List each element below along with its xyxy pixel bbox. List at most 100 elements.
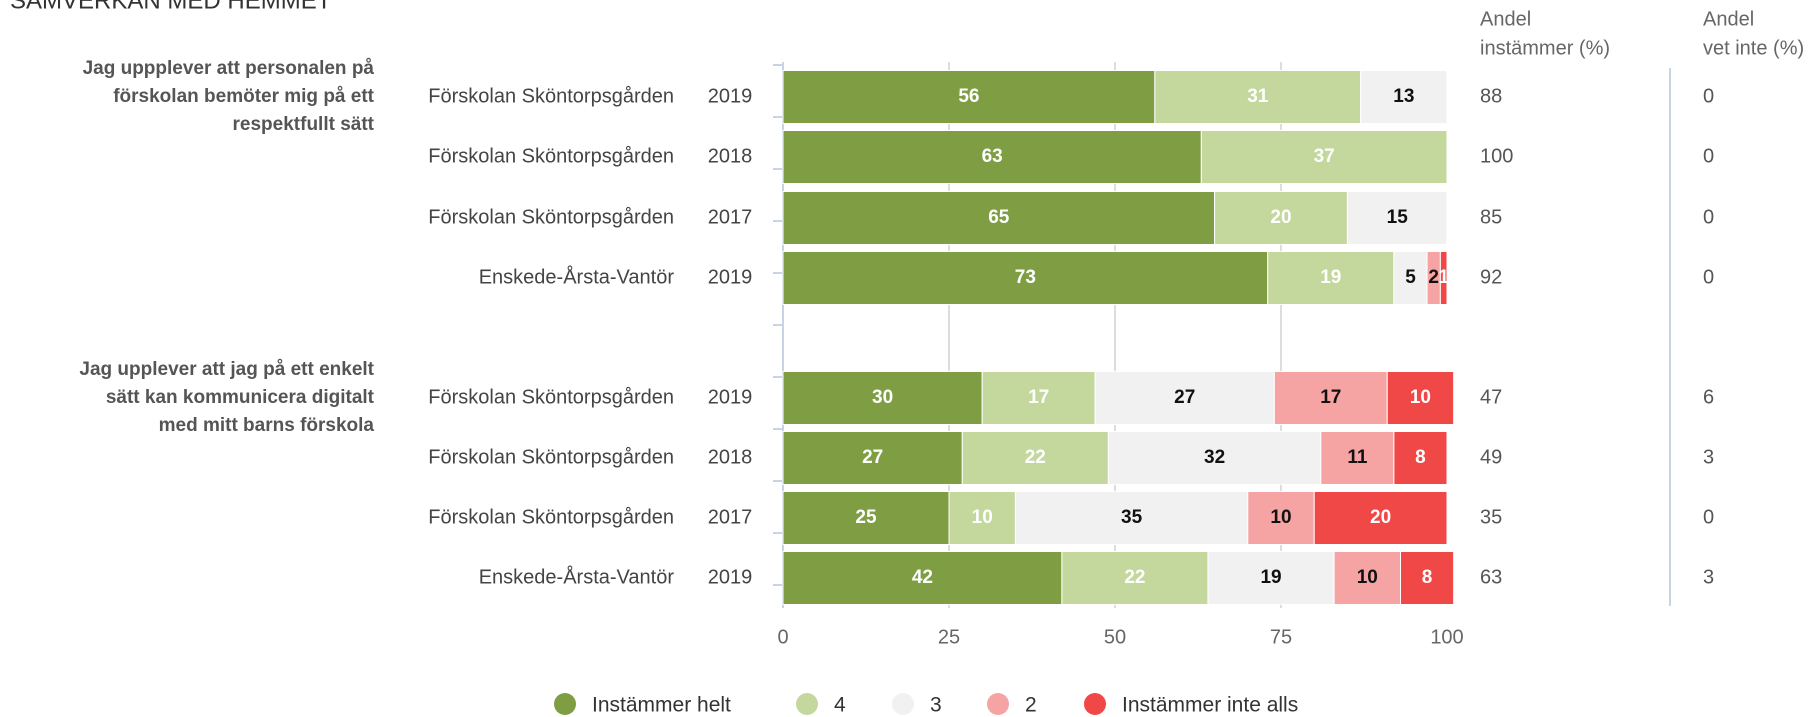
unit-label: Enskede-Årsta-Vantör [479, 265, 675, 288]
year-label: 2019 [708, 266, 753, 288]
legend-label: 2 [1025, 694, 1037, 717]
legend-marker [987, 693, 1009, 715]
column-header: Andel [1480, 8, 1531, 30]
bar-segment [981, 371, 1096, 425]
x-tick-label: 25 [938, 626, 960, 648]
bar-segment [1400, 551, 1455, 605]
value-label: 42 [912, 567, 933, 588]
question-text: Jag uppplever att personalen på [83, 58, 375, 79]
legend-label: Instämmer helt [592, 694, 731, 717]
bar-segment [1313, 491, 1448, 545]
column-header: vet inte (%) [1703, 37, 1804, 59]
column-value: 92 [1480, 266, 1502, 288]
bar-segment [782, 130, 1202, 184]
bar-segment [1333, 551, 1402, 605]
column-value: 0 [1703, 85, 1714, 107]
bar-segment [782, 551, 1063, 605]
bar-segment [782, 251, 1269, 305]
unit-label: Förskolan Sköntorpsgården [428, 506, 674, 528]
question-text: sätt kan kommunicera digitalt [106, 387, 375, 408]
bar-segment [782, 431, 963, 485]
column-header: Andel [1703, 8, 1754, 30]
value-label: 20 [1370, 507, 1391, 528]
unit-label: Förskolan Sköntorpsgården [428, 446, 674, 468]
value-label: 22 [1025, 447, 1046, 468]
bar-segment [1360, 70, 1448, 124]
question-text: förskolan bemöter mig på ett [113, 86, 374, 107]
value-label: 10 [972, 507, 993, 528]
legend-label: 3 [930, 694, 942, 717]
column-value: 0 [1703, 206, 1714, 228]
year-label: 2019 [708, 386, 753, 408]
unit-label: Förskolan Sköntorpsgården [428, 206, 674, 228]
value-label: 56 [958, 86, 979, 107]
year-label: 2019 [708, 85, 753, 107]
value-label: 5 [1405, 267, 1416, 288]
question-text: Jag upplever att jag på ett enkelt [79, 359, 374, 380]
legend-marker [1084, 693, 1106, 715]
value-label: 65 [988, 207, 1010, 228]
year-label: 2017 [708, 506, 753, 528]
bar-segment [1439, 251, 1448, 305]
column-header: instämmer (%) [1480, 37, 1610, 59]
unit-label: Förskolan Sköntorpsgården [428, 85, 674, 107]
bar-segment [782, 371, 983, 425]
chart-title: SAMVERKAN MED HEMMET [10, 0, 332, 14]
year-label: 2018 [708, 145, 753, 167]
column-value: 3 [1703, 446, 1714, 468]
bar-segment [1061, 551, 1209, 605]
bar-segment [782, 70, 1156, 124]
column-value: 88 [1480, 85, 1502, 107]
value-label: 73 [1015, 267, 1036, 288]
value-label: 15 [1387, 207, 1409, 228]
legend-label: 4 [834, 694, 846, 717]
value-label: 20 [1270, 207, 1291, 228]
column-value: 85 [1480, 206, 1502, 228]
value-label: 32 [1204, 447, 1225, 468]
question-text: respektfullt sätt [233, 114, 375, 135]
column-value: 6 [1703, 386, 1714, 408]
bar-segment [1200, 130, 1448, 184]
value-label: 17 [1320, 387, 1341, 408]
column-value: 63 [1480, 566, 1502, 588]
column-value: 49 [1480, 446, 1502, 468]
bar-segment [1214, 191, 1348, 245]
value-label: 19 [1260, 567, 1281, 588]
bar-segment [782, 191, 1216, 245]
bar-segment [1346, 191, 1448, 245]
value-label: 27 [862, 447, 883, 468]
x-tick-label: 100 [1430, 626, 1463, 648]
value-label: 1 [1438, 267, 1449, 288]
legend-marker [796, 693, 818, 715]
column-value: 100 [1480, 145, 1513, 167]
column-value: 35 [1480, 506, 1502, 528]
column-value: 0 [1703, 506, 1714, 528]
value-label: 8 [1415, 447, 1426, 468]
value-label: 8 [1422, 567, 1433, 588]
value-label: 13 [1393, 86, 1414, 107]
x-tick-label: 75 [1270, 626, 1292, 648]
bar-segment [948, 491, 1016, 545]
value-label: 17 [1028, 387, 1049, 408]
value-label: 63 [982, 146, 1003, 167]
bar-segment [1393, 251, 1428, 305]
legend-label: Instämmer inte alls [1122, 694, 1298, 717]
value-label: 37 [1314, 146, 1335, 167]
bar-segment [961, 431, 1109, 485]
legend-marker [892, 693, 914, 715]
bar-segment [1247, 491, 1315, 545]
bar-segment [782, 491, 950, 545]
value-label: 10 [1357, 567, 1378, 588]
value-label: 2 [1428, 267, 1439, 288]
value-label: 27 [1174, 387, 1195, 408]
value-label: 31 [1247, 86, 1269, 107]
column-value: 47 [1480, 386, 1502, 408]
x-tick-label: 0 [777, 626, 788, 648]
question-text: med mitt barns förskola [159, 415, 375, 436]
value-label: 35 [1121, 507, 1143, 528]
bar-segment [1267, 251, 1395, 305]
year-label: 2018 [708, 446, 753, 468]
unit-label: Enskede-Årsta-Vantör [479, 565, 675, 588]
unit-label: Förskolan Sköntorpsgården [428, 145, 674, 167]
